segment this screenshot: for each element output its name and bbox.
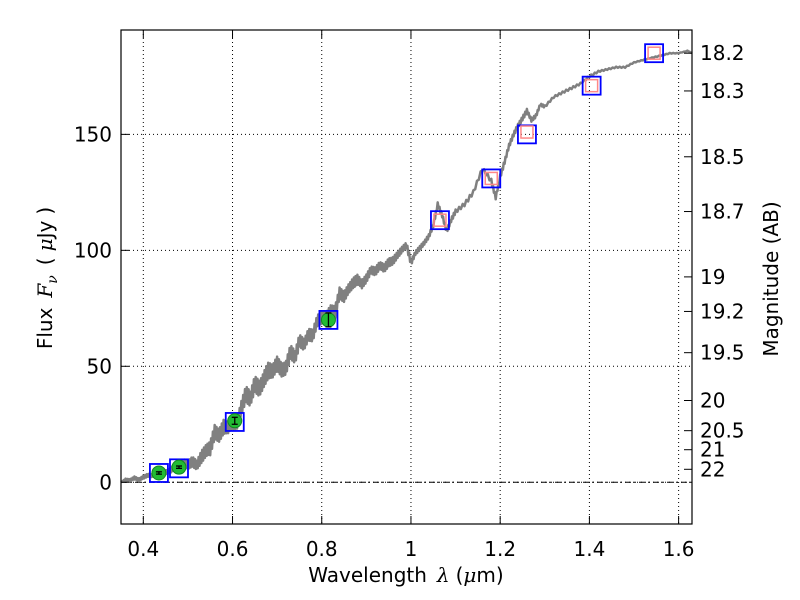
model-photometry-square	[318, 310, 339, 330]
x-tick-label: 1.6	[663, 537, 695, 561]
magnitude-tick-label: 18.2	[700, 41, 745, 65]
magnitude-tick-label: 18.7	[700, 200, 745, 224]
magnitude-axis-label: Magnitude (AB)	[759, 201, 783, 356]
model-photometry-square	[224, 412, 245, 432]
model-photometry-square	[149, 463, 169, 483]
y-tick-label: 0	[99, 470, 112, 494]
x-axis-label: Wavelength λ (μm)	[308, 563, 503, 587]
magnitude-tick-label: 20.5	[700, 419, 745, 443]
upper-limit-square	[584, 78, 599, 93]
magnitude-tick-label: 22	[700, 457, 725, 481]
y-tick-label: 150	[74, 122, 112, 146]
x-tick-label: 0.8	[306, 537, 338, 561]
magnitude-tick-label: 18.3	[700, 79, 745, 103]
x-tick-label: 1.4	[573, 537, 605, 561]
upper-limit-square	[647, 46, 661, 60]
model-spectrum-line	[120, 49, 693, 484]
data-points	[149, 43, 664, 483]
x-tick-label: 0.6	[217, 537, 249, 561]
magnitude-tick-label: 20	[700, 388, 725, 412]
magnitude-tick-label: 19	[700, 265, 725, 289]
model-photometry-square	[169, 458, 189, 479]
magnitude-tick-label: 19.5	[700, 341, 745, 365]
x-tick-label: 1	[405, 537, 418, 561]
y-tick-label: 50	[87, 354, 112, 378]
upper-limit-square	[520, 125, 534, 139]
y-axis-label: FluxFν(μJy)	[33, 207, 61, 349]
magnitude-tick-label: 18.5	[700, 145, 745, 169]
model-photometry-square	[430, 210, 450, 231]
axis-ticks: 0.4 0.6 0.8 1 1.2 1.4 1.6 0 50 100 150 18.2 18.3 18.5…	[74, 30, 745, 561]
magnitude-tick-label: 19.2	[700, 299, 745, 323]
model-photometry-square	[581, 75, 602, 96]
upper-limit-square	[433, 213, 447, 227]
x-tick-label: 0.4	[127, 537, 159, 561]
upper-limit-square	[484, 171, 499, 186]
y-tick-label: 100	[74, 238, 112, 262]
x-tick-label: 1.2	[484, 537, 516, 561]
magnitude-tick-label: 21	[700, 438, 725, 462]
model-photometry-square	[644, 43, 664, 64]
model-photometry-square	[481, 168, 502, 189]
